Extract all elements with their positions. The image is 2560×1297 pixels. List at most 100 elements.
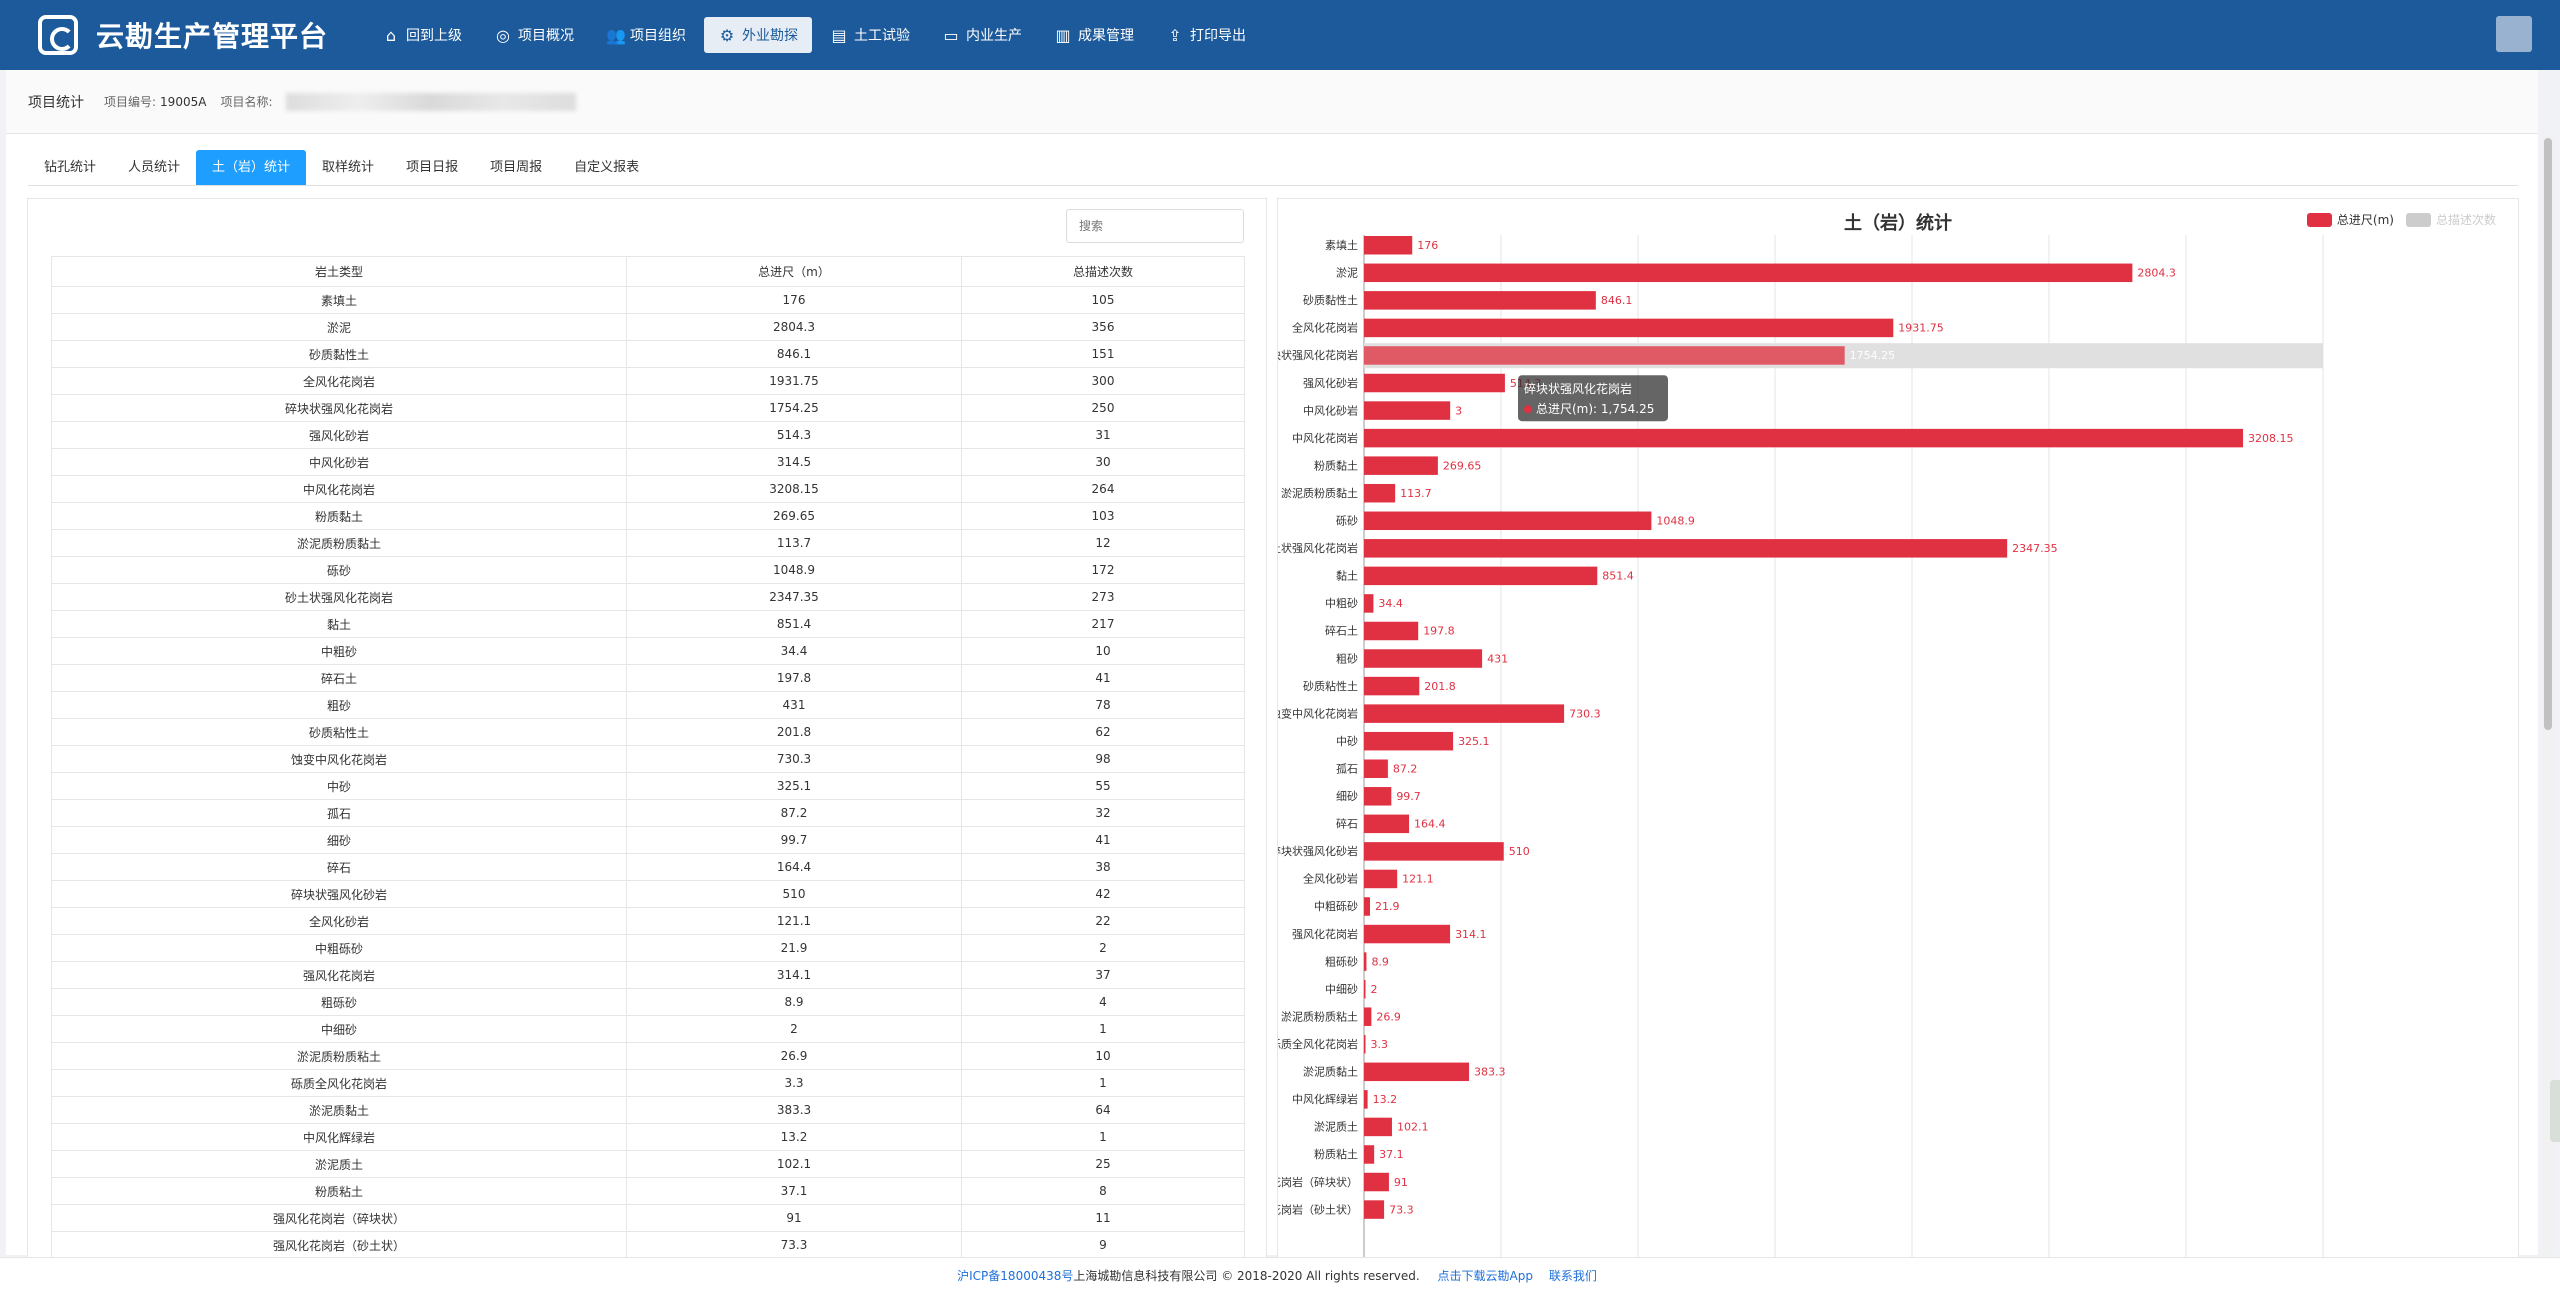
table-row[interactable]: 素填土 176 105: [51, 286, 1245, 314]
table-row[interactable]: 中风化砂岩 314.5 30: [51, 448, 1245, 476]
bar[interactable]: [1364, 318, 1894, 338]
legend-item-count[interactable]: 总描述次数: [2405, 211, 2496, 228]
bar[interactable]: [1364, 236, 1413, 255]
bar[interactable]: [1364, 1117, 1392, 1137]
nav-item-0[interactable]: ⌂ 回到上级: [368, 17, 476, 53]
column-header[interactable]: 总进尺（m）: [626, 256, 962, 287]
table-row[interactable]: 强风化花岗岩（砂土状） 73.3 9: [51, 1231, 1245, 1257]
table-row[interactable]: 淤泥质黏土 383.3 64: [51, 1096, 1245, 1124]
bar[interactable]: [1364, 539, 2008, 558]
table-row[interactable]: 砾砂 1048.9 172: [51, 556, 1245, 584]
bar[interactable]: [1364, 924, 1451, 944]
bar[interactable]: [1364, 1200, 1385, 1219]
nav-item-6[interactable]: ▥ 成果管理: [1040, 17, 1148, 53]
bar[interactable]: [1364, 401, 1451, 420]
bar[interactable]: [1364, 566, 1598, 586]
download-app-link[interactable]: 点击下载云勘App: [1437, 1269, 1533, 1283]
contact-link[interactable]: 联系我们: [1548, 1269, 1597, 1283]
table-row[interactable]: 强风化花岗岩 314.1 37: [51, 961, 1245, 989]
table-row[interactable]: 蚀变中风化花岗岩 730.3 98: [51, 745, 1245, 773]
bar[interactable]: [1364, 1035, 1366, 1054]
bar[interactable]: [1364, 456, 1438, 475]
avatar[interactable]: [2496, 16, 2532, 52]
table-row[interactable]: 砂质粘性土 201.8 62: [51, 718, 1245, 746]
table-row[interactable]: 中粗砂 34.4 10: [51, 637, 1245, 665]
bar[interactable]: [1364, 1090, 1368, 1109]
table-row[interactable]: 黏土 851.4 217: [51, 610, 1245, 638]
bar[interactable]: [1364, 346, 1845, 365]
table-row[interactable]: 中粗砾砂 21.9 2: [51, 934, 1245, 962]
bar[interactable]: [1364, 979, 1366, 999]
nav-item-5[interactable]: ▭ 内业生产: [928, 17, 1036, 53]
tab-1[interactable]: 人员统计: [128, 160, 181, 175]
legend-item-depth[interactable]: 总进尺(m): [2306, 211, 2394, 228]
table-row[interactable]: 全风化砂岩 121.1 22: [51, 907, 1245, 935]
tab-0[interactable]: 钻孔统计: [44, 160, 97, 175]
bar[interactable]: [1364, 483, 1396, 503]
table-row[interactable]: 砂质黏性土 846.1 151: [51, 340, 1245, 368]
page-scrollbar[interactable]: [2542, 134, 2554, 1254]
bar[interactable]: [1364, 704, 1565, 723]
bar[interactable]: [1364, 731, 1454, 751]
table-row[interactable]: 粉质黏土 269.65 103: [51, 502, 1245, 530]
bar[interactable]: [1364, 649, 1483, 668]
nav-item-3[interactable]: ⚙ 外业勘探: [704, 17, 812, 53]
bar[interactable]: [1364, 428, 2244, 448]
table-row[interactable]: 碎石 164.4 38: [51, 853, 1245, 881]
nav-item-4[interactable]: ▤ 土工试验: [816, 17, 924, 53]
nav-item-2[interactable]: 👥 项目组织: [592, 17, 700, 53]
column-header[interactable]: 岩土类型: [51, 256, 627, 287]
bar[interactable]: [1364, 676, 1420, 696]
table-row[interactable]: 碎块状强风化花岗岩 1754.25 250: [51, 394, 1245, 422]
bar[interactable]: [1364, 842, 1504, 861]
bar[interactable]: [1364, 787, 1392, 806]
bar[interactable]: [1364, 263, 2133, 283]
table-row[interactable]: 淤泥质粉质粘土 26.9 10: [51, 1042, 1245, 1070]
bar[interactable]: [1364, 1172, 1389, 1192]
table-row[interactable]: 粗砾砂 8.9 4: [51, 988, 1245, 1016]
bar[interactable]: [1364, 373, 1505, 393]
table-row[interactable]: 中风化花岗岩 3208.15 264: [51, 475, 1245, 503]
table-row[interactable]: 粉质粘土 37.1 8: [51, 1177, 1245, 1205]
bar[interactable]: [1364, 291, 1596, 310]
table-row[interactable]: 碎块状强风化砂岩 510 42: [51, 880, 1245, 908]
tab-4[interactable]: 项目日报: [406, 160, 459, 175]
bar[interactable]: [1364, 952, 1367, 971]
bar[interactable]: [1364, 1007, 1372, 1026]
table-row[interactable]: 淤泥 2804.3 356: [51, 313, 1245, 341]
tab-5[interactable]: 项目周报: [490, 160, 543, 175]
bar[interactable]: [1364, 814, 1410, 834]
search-input[interactable]: [1066, 209, 1244, 243]
table-row[interactable]: 中风化辉绿岩 13.2 1: [51, 1123, 1245, 1151]
table-row[interactable]: 强风化砂岩 514.3 31: [51, 421, 1245, 449]
bar[interactable]: [1364, 1145, 1375, 1164]
table-row[interactable]: 孤石 87.2 32: [51, 799, 1245, 827]
tab-6[interactable]: 自定义报表: [574, 160, 640, 175]
table-row[interactable]: 淤泥质粉质黏土 113.7 12: [51, 529, 1245, 557]
bar[interactable]: [1364, 621, 1419, 641]
table-row[interactable]: 全风化花岗岩 1931.75 300: [51, 367, 1245, 395]
table-row[interactable]: 砾质全风化花岗岩 3.3 1: [51, 1069, 1245, 1097]
tab-2[interactable]: 土（岩）统计: [196, 150, 307, 185]
table-row[interactable]: 中砂 325.1 55: [51, 772, 1245, 800]
tab-3[interactable]: 取样统计: [322, 160, 375, 175]
table-row[interactable]: 碎石土 197.8 41: [51, 664, 1245, 692]
nav-item-1[interactable]: ◎ 项目概况: [480, 17, 588, 53]
bar[interactable]: [1364, 1062, 1470, 1082]
bar[interactable]: [1364, 897, 1371, 916]
table-row[interactable]: 砂土状强风化花岗岩 2347.35 273: [51, 583, 1245, 611]
table-row[interactable]: 强风化花岗岩（碎块状） 91 11: [51, 1204, 1245, 1232]
scrollbar-thumb[interactable]: [2544, 138, 2552, 730]
table-row[interactable]: 淤泥质土 102.1 25: [51, 1150, 1245, 1178]
table-row[interactable]: 细砂 99.7 41: [51, 826, 1245, 854]
bar[interactable]: [1364, 869, 1398, 889]
bar[interactable]: [1364, 511, 1652, 531]
bar[interactable]: [1364, 759, 1388, 778]
bar[interactable]: [1364, 594, 1374, 613]
side-handle[interactable]: [2550, 1080, 2560, 1142]
table-row[interactable]: 粗砂 431 78: [51, 691, 1245, 719]
table-row[interactable]: 中细砂 2 1: [51, 1015, 1245, 1043]
nav-item-7[interactable]: ⇪ 打印导出: [1152, 17, 1260, 53]
column-header[interactable]: 总描述次数: [961, 256, 1245, 287]
icp-link[interactable]: 沪ICP备18000438号: [957, 1269, 1074, 1283]
